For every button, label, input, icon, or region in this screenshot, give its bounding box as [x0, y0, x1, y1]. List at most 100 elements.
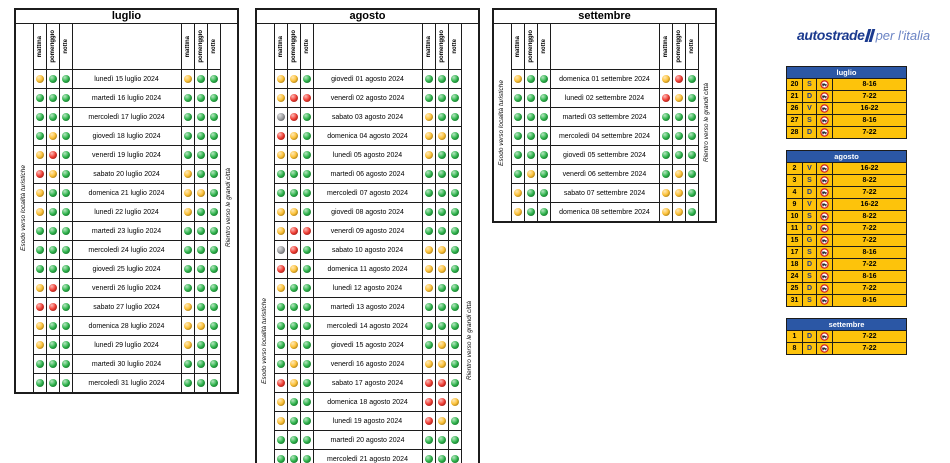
- traffic-dot-green: [35, 93, 44, 102]
- dot-cell: [447, 430, 462, 450]
- traffic-dot-green: [302, 435, 311, 444]
- dot-cell: [193, 145, 208, 165]
- dot-cell: [32, 183, 47, 203]
- dot-cell: [523, 126, 538, 146]
- ban-weekday: V: [802, 162, 817, 175]
- ban-hours: 16-22: [832, 198, 907, 211]
- day-row: giovedì 15 agosto 2024: [256, 335, 479, 355]
- ban-day: 20: [786, 78, 803, 91]
- traffic-dot-green: [61, 283, 70, 292]
- day-row: sabato 17 agosto 2024: [256, 373, 479, 393]
- traffic-dot-green: [48, 245, 57, 254]
- traffic-dot-green: [183, 226, 192, 235]
- traffic-dot-green: [289, 283, 298, 292]
- ban-icon-cell: [816, 330, 833, 343]
- traffic-dot-yellow: [289, 378, 298, 387]
- traffic-dot-green: [209, 359, 218, 368]
- dot-cell: [523, 69, 538, 89]
- ban-icon-cell: [816, 186, 833, 199]
- dot-cell: [299, 88, 314, 108]
- esodo-side-label: Esodo verso località turistiche: [492, 23, 512, 223]
- dot-cell: [273, 88, 288, 108]
- traffic-dot-green: [209, 340, 218, 349]
- dot-cell: [447, 335, 462, 355]
- traffic-dot-green: [437, 93, 446, 102]
- dot-cell: [206, 373, 221, 394]
- ban-icon-cell: [816, 234, 833, 247]
- dot-cell: [286, 259, 301, 279]
- dot-cell: [434, 392, 449, 412]
- dot-cell: [58, 202, 73, 222]
- date-cell: giovedì 01 agosto 2024: [312, 69, 423, 89]
- dot-cell: [273, 183, 288, 203]
- dot-cell: [658, 183, 673, 203]
- dot-cell: [32, 221, 47, 241]
- dot-cell: [273, 392, 288, 412]
- truck-ban-icon: [820, 92, 829, 101]
- traffic-dot-green: [48, 378, 57, 387]
- traffic-dot-green: [424, 302, 433, 311]
- traffic-dot-green: [48, 74, 57, 83]
- day-row: mercoledì 14 agosto 2024: [256, 316, 479, 336]
- traffic-dot-green: [61, 131, 70, 140]
- dot-cell: [510, 183, 525, 203]
- traffic-dot-yellow: [424, 131, 433, 140]
- ban-hours: 7-22: [832, 186, 907, 199]
- traffic-dot-green: [302, 378, 311, 387]
- date-cell: venerdì 26 luglio 2024: [71, 278, 182, 298]
- ban-hours: 8-16: [832, 78, 907, 91]
- ban-hours: 8-22: [832, 210, 907, 223]
- traffic-dot-green: [526, 74, 535, 83]
- dot-cell: [523, 202, 538, 223]
- dot-cell: [58, 316, 73, 336]
- traffic-dot-green: [450, 416, 459, 425]
- traffic-dot-green: [196, 245, 205, 254]
- traffic-dot-green: [526, 131, 535, 140]
- traffic-dot-green: [183, 93, 192, 102]
- traffic-dot-yellow: [424, 245, 433, 254]
- traffic-dot-yellow: [513, 74, 522, 83]
- traffic-dot-yellow: [424, 283, 433, 292]
- col-header-pomeriggio: pomeriggio: [671, 23, 686, 70]
- traffic-dot-gray: [276, 112, 285, 121]
- dot-cell: [180, 335, 195, 355]
- traffic-dot-yellow: [424, 150, 433, 159]
- dot-cell: [58, 221, 73, 241]
- dot-cell: [32, 335, 47, 355]
- day-row: domenica 04 agosto 2024: [256, 126, 479, 146]
- traffic-dot-yellow: [674, 207, 683, 216]
- dot-cell: [206, 164, 221, 184]
- dot-cell: [447, 392, 462, 412]
- autostrade-logo: autostrade per l'italia: [797, 27, 930, 45]
- traffic-dot-yellow: [276, 226, 285, 235]
- traffic-dot-green: [196, 169, 205, 178]
- traffic-dot-green: [450, 207, 459, 216]
- dot-cell: [286, 107, 301, 127]
- traffic-dot-green: [35, 378, 44, 387]
- traffic-dot-yellow: [437, 416, 446, 425]
- dot-cell: [447, 183, 462, 203]
- date-cell: sabato 27 luglio 2024: [71, 297, 182, 317]
- date-cell: lunedì 15 luglio 2024: [71, 69, 182, 89]
- ban-weekday: S: [802, 174, 817, 187]
- col-header-text: notte: [210, 39, 217, 54]
- dot-cell: [58, 107, 73, 127]
- ban-day: 2: [786, 162, 803, 175]
- dot-cell: [58, 373, 73, 394]
- dot-cell: [45, 297, 60, 317]
- date-cell: sabato 10 agosto 2024: [312, 240, 423, 260]
- dot-cell: [180, 354, 195, 374]
- dot-cell: [180, 107, 195, 127]
- traffic-dot-green: [687, 150, 696, 159]
- rientro-side-label: Rientro verso le grandi città: [697, 23, 717, 223]
- date-cell: mercoledì 14 agosto 2024: [312, 316, 423, 336]
- ban-row: 27 S 8-16: [786, 114, 907, 127]
- dot-cell: [58, 335, 73, 355]
- traffic-dot-green: [183, 245, 192, 254]
- traffic-dot-green: [450, 93, 459, 102]
- traffic-dot-green: [35, 226, 44, 235]
- dot-cell: [286, 164, 301, 184]
- traffic-dot-green: [209, 93, 218, 102]
- esodo-label-text: Esodo verso località turistiche: [261, 298, 268, 384]
- ban-hours: 7-22: [832, 342, 907, 355]
